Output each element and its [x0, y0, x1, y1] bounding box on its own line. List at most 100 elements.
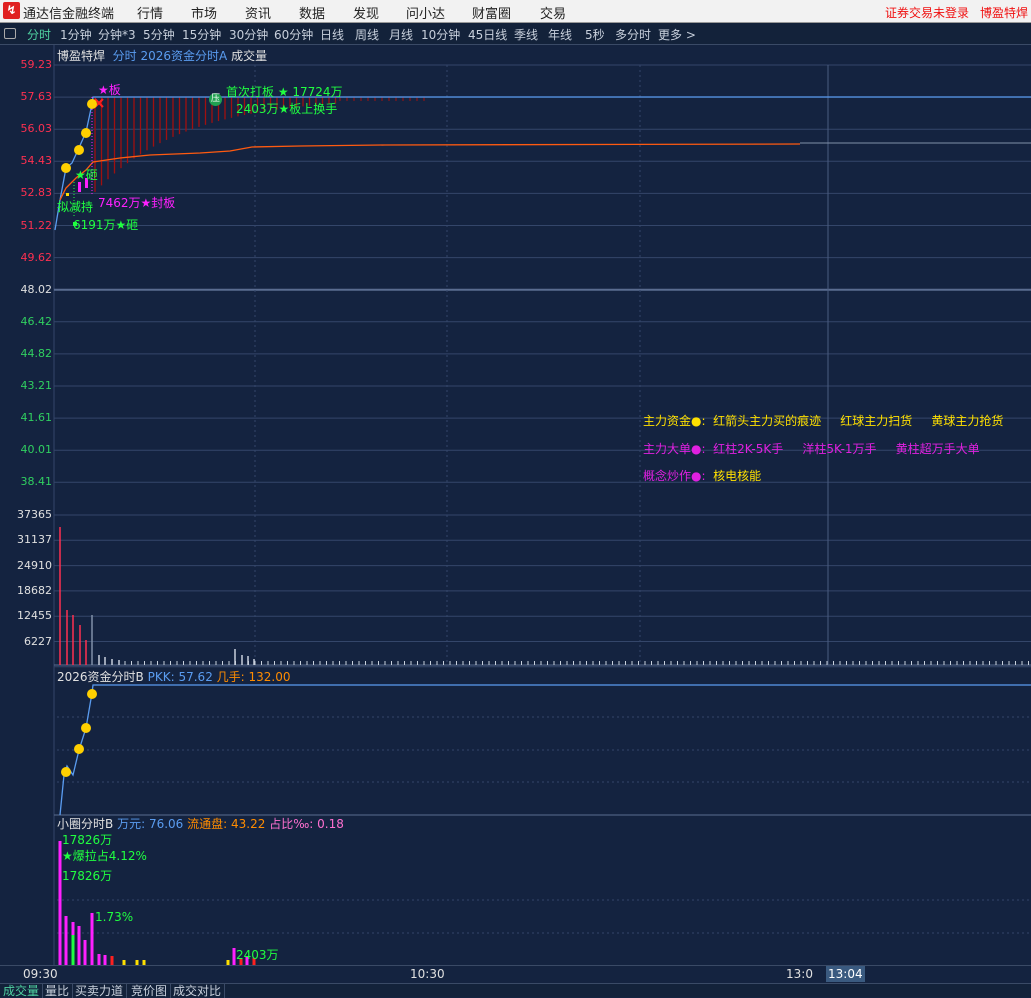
period-tab-7[interactable]: 日线 — [320, 28, 345, 42]
price-tick: 40.01 — [20, 443, 53, 457]
pkk-value: 57.62 — [178, 670, 213, 684]
price-tick: 44.82 — [20, 346, 53, 360]
period-tab-11[interactable]: 45日线 — [468, 28, 508, 42]
menu-1[interactable]: 市场 — [191, 7, 218, 22]
panel-c-bar — [135, 960, 139, 965]
panel-toggle-icon[interactable] — [4, 28, 16, 39]
price-tick: 56.03 — [20, 122, 53, 136]
jishou-label: 几手: — [216, 670, 245, 684]
period-toolbar: 分时 1分钟 分钟*3 5分钟 15分钟 30分钟 60分钟 日线 周线 月线 10分钟 45日线 季线… — [0, 23, 1031, 45]
period-tab-4[interactable]: 15分钟 — [182, 28, 222, 42]
panel-c-bar — [71, 935, 75, 965]
panel-c-bar — [77, 926, 81, 965]
bottom-tab-0[interactable]: 成交量 — [0, 984, 44, 998]
price-line — [54, 96, 1031, 231]
yellow-ball-icon — [81, 128, 91, 138]
yellow-ball-icon — [87, 689, 97, 699]
menu-7[interactable]: 交易 — [540, 7, 567, 22]
price-tick: 48.02 — [20, 282, 53, 296]
panel-c-bar — [252, 958, 256, 965]
turnover-annotation: 2403万★板上换手 — [236, 102, 338, 116]
period-tab-14[interactable]: 5秒 — [585, 28, 605, 42]
legend-item: 红球主力扫货 — [840, 414, 913, 428]
login-status[interactable]: 证券交易未登录 — [884, 6, 969, 20]
legend-label: 主力资金●: — [643, 414, 706, 428]
panel-c-bar — [245, 956, 249, 965]
jishou-value: 132.00 — [248, 670, 291, 684]
bottom-tab-4[interactable]: 成交对比 — [170, 984, 226, 998]
wanyuan-label: 万元: — [117, 817, 146, 831]
indicator-name[interactable]: 分时 — [112, 49, 137, 63]
period-tab-10[interactable]: 10分钟 — [421, 28, 461, 42]
period-tab-15[interactable]: 多分时 — [615, 28, 652, 42]
yellow-ball-icon — [87, 99, 97, 109]
pkk-label: PKK: — [147, 670, 175, 684]
bottom-tab-3[interactable]: 竞价图 — [128, 984, 172, 998]
period-tab-3[interactable]: 5分钟 — [143, 28, 175, 42]
menu-2[interactable]: 资讯 — [245, 7, 272, 22]
period-tab-16[interactable]: 更多 > — [658, 28, 696, 42]
panel-b-line — [59, 684, 1031, 816]
panel-c-bar — [58, 841, 62, 965]
bottom-tab-2[interactable]: 买卖力道 — [72, 984, 128, 998]
menu-4[interactable]: 发现 — [353, 7, 380, 22]
app-title: 通达信金融终端 — [23, 7, 115, 22]
time-label: 09:30 — [23, 967, 58, 981]
panel-c-bar — [103, 955, 107, 965]
period-tab-2[interactable]: 分钟*3 — [98, 28, 136, 42]
yellow-ball-icon — [61, 163, 71, 173]
price-tick: 52.83 — [20, 186, 53, 200]
panel-c-bar — [142, 960, 146, 965]
legend-row-main-funds: 主力资金●: 红箭头主力买的痕迹 红球主力扫货 黄球主力抢货 — [643, 412, 1003, 429]
legend-item: 黄球主力抢货 — [931, 414, 1004, 428]
panel-c-header: 小圈分时B 万元: 76.06 流通盘: 43.22 占比‰: 0.18 — [57, 817, 344, 831]
period-tab-1[interactable]: 1分钟 — [60, 28, 92, 42]
volume-label: 成交量 — [231, 49, 268, 63]
period-tab-0[interactable]: 分时 — [27, 28, 52, 42]
panel-c-annotation: 2403万 — [236, 948, 279, 962]
legend-item: 黄柱超万手大单 — [895, 442, 980, 456]
panel-b-name[interactable]: 2026资金分时B — [57, 670, 144, 684]
menu-5[interactable]: 问小达 — [406, 7, 446, 22]
price-tick: 59.23 — [20, 58, 53, 71]
ratio-label: 占比‰: — [269, 817, 314, 831]
price-tick: 57.63 — [20, 90, 53, 104]
time-axis: 09:30 10:30 13:0 13:04 — [0, 965, 1031, 983]
period-tab-5[interactable]: 30分钟 — [229, 28, 269, 42]
press-marker-icon: 压 — [209, 93, 222, 106]
formula-name[interactable]: 2026资金分时A — [140, 49, 228, 63]
period-tab-13[interactable]: 年线 — [548, 28, 573, 42]
first-limit-annotation: 首次打板 ★ 17724万 — [226, 85, 343, 99]
price-tick: 51.22 — [20, 218, 53, 232]
period-tab-9[interactable]: 月线 — [389, 28, 414, 42]
panel-c-bar — [97, 954, 101, 965]
menu-0[interactable]: 行情 — [137, 7, 164, 22]
legend-row-big-orders: 主力大单●: 红柱2K-5K手 洋柱5K-1万手 黄柱超万手大单 — [643, 440, 980, 457]
volume-tick: 12455 — [17, 609, 52, 623]
yellow-ball-icon — [74, 744, 84, 754]
volume-tick: 31137 — [17, 533, 52, 547]
smash-annotation: ★砸 — [75, 168, 98, 182]
bottom-tab-1[interactable]: 量比 — [42, 984, 74, 998]
legend-item: 洋柱5K-1万手 — [802, 442, 877, 456]
price-tick: 43.21 — [20, 379, 53, 392]
period-tab-8[interactable]: 周线 — [355, 28, 380, 42]
float-value: 43.22 — [231, 817, 266, 831]
time-label: 10:30 — [410, 967, 445, 981]
legend-label: 概念炒作●: — [643, 469, 706, 483]
panel-c-bar — [239, 958, 243, 965]
seal-annotation: 7462万★封板 — [98, 196, 176, 210]
title-bar: ↯ 通达信金融终端 行情 市场 资讯 数据 发现 问小达 财富圈 交易 证券交易未登录 博盈特… — [0, 0, 1031, 23]
period-tab-12[interactable]: 季线 — [514, 28, 539, 42]
stock-name-link[interactable]: 博盈特焊 — [979, 6, 1028, 20]
menu-3[interactable]: 数据 — [299, 7, 326, 22]
period-tab-6[interactable]: 60分钟 — [274, 28, 314, 42]
app-logo-icon: ↯ — [3, 2, 20, 19]
panel-c-name[interactable]: 小圈分时B — [57, 817, 114, 831]
wanyuan-value: 76.06 — [148, 817, 184, 831]
menu-6[interactable]: 财富圈 — [472, 7, 512, 22]
board-annotation: ★板 — [98, 83, 121, 97]
panel-c-annotation: 17826万 — [62, 833, 113, 847]
smash-amount-annotation: 6191万★砸 — [73, 218, 139, 232]
